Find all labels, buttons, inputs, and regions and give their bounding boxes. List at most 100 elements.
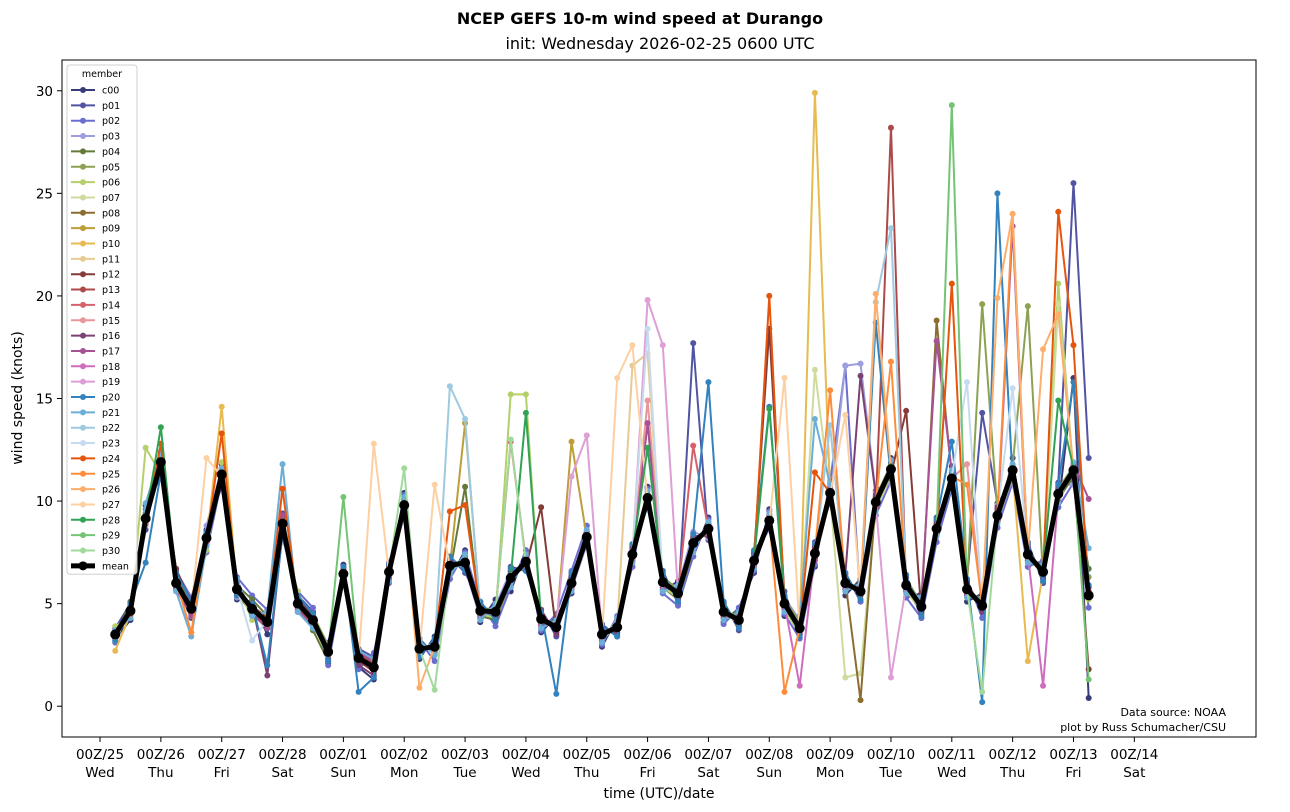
data-point-p19 bbox=[583, 432, 590, 439]
data-point-p24 bbox=[218, 430, 225, 437]
data-point-p20 bbox=[857, 596, 864, 603]
chart-title: NCEP GEFS 10-m wind speed at Durango bbox=[456, 9, 824, 28]
legend-swatch-marker bbox=[80, 301, 86, 308]
data-point-p30 bbox=[979, 688, 986, 695]
data-point-p24 bbox=[1055, 208, 1062, 215]
legend-label: p18 bbox=[102, 362, 120, 373]
legend-swatch-marker bbox=[80, 240, 86, 247]
legend-label: p14 bbox=[102, 300, 120, 311]
legend-label: p05 bbox=[102, 162, 120, 173]
x-axis-label: time (UTC)/date bbox=[603, 786, 714, 802]
data-point-mean bbox=[901, 580, 912, 591]
data-point-mean bbox=[201, 533, 212, 544]
x-tick-label-time: 00Z/02 bbox=[380, 747, 428, 763]
legend-item-p28: p28 bbox=[71, 515, 120, 526]
data-point-p02 bbox=[675, 602, 682, 609]
data-point-p01 bbox=[1070, 180, 1077, 187]
x-tick-label-time: 00Z/05 bbox=[563, 747, 611, 763]
data-point-mean bbox=[1053, 488, 1064, 499]
data-point-p08 bbox=[857, 697, 864, 704]
legend-label: p02 bbox=[102, 116, 120, 127]
data-point-mean bbox=[247, 603, 258, 614]
data-point-p22 bbox=[827, 422, 834, 429]
data-point-p12 bbox=[903, 407, 910, 414]
y-axis-label: wind speed (knots) bbox=[10, 331, 26, 465]
data-point-mean bbox=[885, 464, 896, 475]
data-point-p30 bbox=[507, 436, 514, 443]
series-layer bbox=[110, 89, 1094, 706]
credit-annotation: plot by Russ Schumacher/CSU bbox=[1060, 721, 1226, 734]
data-point-mean bbox=[627, 549, 638, 560]
data-point-mean bbox=[962, 584, 973, 595]
data-point-p20 bbox=[264, 662, 271, 669]
data-point-p30 bbox=[401, 465, 408, 472]
x-tick-label-time: 00Z/26 bbox=[137, 747, 185, 763]
x-tick-label-time: 00Z/25 bbox=[76, 747, 124, 763]
data-point-mean bbox=[1007, 465, 1018, 476]
data-point-mean bbox=[475, 605, 486, 616]
data-point-p19 bbox=[887, 674, 894, 681]
data-point-mean bbox=[186, 603, 197, 614]
data-point-p20 bbox=[340, 563, 347, 570]
data-point-mean bbox=[612, 622, 623, 633]
data-point-p26 bbox=[416, 684, 423, 691]
data-point-p30 bbox=[431, 686, 438, 693]
legend-item-p19: p19 bbox=[71, 377, 120, 388]
data-point-mean bbox=[399, 500, 410, 511]
data-point-p20 bbox=[735, 625, 742, 632]
data-point-p20 bbox=[690, 530, 697, 537]
data-point-p20 bbox=[675, 598, 682, 605]
legend-label: p07 bbox=[102, 193, 120, 204]
data-point-mean bbox=[992, 510, 1003, 521]
data-point-p10 bbox=[811, 89, 818, 96]
data-point-mean bbox=[429, 641, 440, 652]
y-axis: 0 5 10 15 20 25 30 bbox=[36, 84, 62, 715]
data-point-p01 bbox=[1085, 454, 1092, 461]
data-point-p25 bbox=[827, 387, 834, 394]
data-point-p17 bbox=[279, 512, 286, 519]
y-tick-label: 25 bbox=[36, 186, 53, 202]
legend-label: mean bbox=[102, 561, 129, 572]
data-point-p29 bbox=[1085, 676, 1092, 683]
data-point-p23 bbox=[249, 637, 256, 644]
x-tick-label-time: 00Z/01 bbox=[319, 747, 367, 763]
data-point-p06 bbox=[218, 459, 225, 466]
data-point-mean bbox=[596, 629, 607, 640]
data-point-mean bbox=[384, 566, 395, 577]
data-point-p09 bbox=[568, 438, 575, 445]
data-point-p29 bbox=[948, 102, 955, 109]
data-point-mean bbox=[536, 614, 547, 625]
data-point-p28 bbox=[522, 409, 529, 416]
data-point-mean bbox=[946, 473, 957, 484]
data-point-p20 bbox=[492, 617, 499, 624]
data-point-p24 bbox=[811, 469, 818, 476]
x-tick-label-day: Sun bbox=[331, 765, 357, 781]
legend-swatch-marker bbox=[80, 332, 86, 339]
data-point-p03 bbox=[857, 360, 864, 367]
data-point-p07 bbox=[811, 366, 818, 373]
x-tick-label-time: 00Z/04 bbox=[502, 747, 550, 763]
legend-swatch-marker bbox=[80, 133, 86, 140]
legend-item-p25: p25 bbox=[71, 469, 120, 480]
data-point-p21 bbox=[598, 639, 605, 646]
legend-swatch-marker bbox=[80, 194, 86, 201]
data-point-mean bbox=[718, 606, 729, 617]
legend-label: p24 bbox=[102, 454, 120, 465]
x-tick-label-time: 00Z/03 bbox=[441, 747, 489, 763]
legend-swatch-marker bbox=[78, 561, 88, 571]
data-point-mean bbox=[460, 557, 471, 568]
data-point-mean bbox=[110, 629, 121, 640]
legend-label: p10 bbox=[102, 239, 120, 250]
data-point-mean bbox=[581, 531, 592, 542]
data-point-mean bbox=[505, 573, 516, 584]
data-point-p20 bbox=[705, 379, 712, 386]
data-point-p29 bbox=[340, 493, 347, 500]
data-point-p06 bbox=[142, 444, 149, 451]
data-point-p18 bbox=[796, 682, 803, 689]
x-tick-label-time: 00Z/27 bbox=[198, 747, 246, 763]
x-tick-label-day: Tue bbox=[453, 765, 477, 781]
data-point-mean bbox=[1083, 590, 1094, 601]
legend-label: p20 bbox=[102, 393, 120, 404]
x-tick-label-day: Sat bbox=[271, 765, 293, 781]
data-point-p26 bbox=[1040, 346, 1047, 353]
